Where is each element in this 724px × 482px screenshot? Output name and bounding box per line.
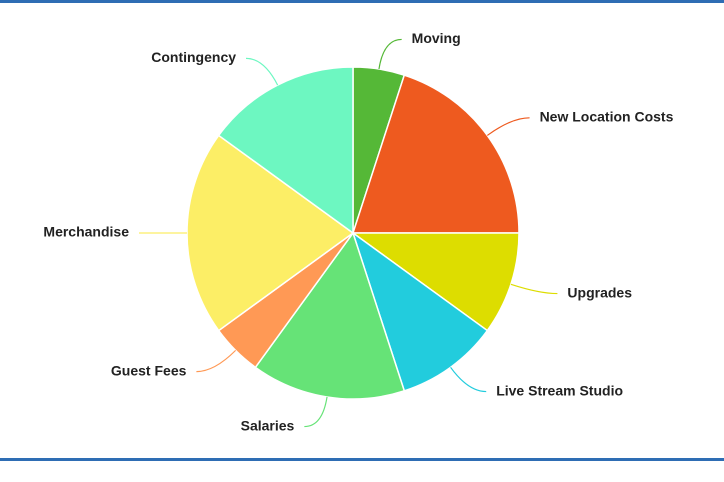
leader-line bbox=[486, 117, 530, 136]
top-border bbox=[0, 0, 724, 3]
pie-slice bbox=[186, 134, 355, 332]
leader-line bbox=[378, 38, 402, 70]
slice-label: New Location Costs bbox=[540, 108, 674, 124]
slice-label: Live Stream Studio bbox=[496, 382, 623, 398]
pie-slice bbox=[351, 231, 489, 392]
pie-slice bbox=[217, 66, 354, 235]
slice-label: Merchandise bbox=[43, 224, 129, 240]
slice-label: Upgrades bbox=[567, 284, 632, 300]
slice-label: Moving bbox=[412, 30, 461, 46]
pie-slice bbox=[350, 232, 520, 332]
leader-line bbox=[304, 396, 328, 428]
pie-slice bbox=[254, 231, 406, 400]
leader-line bbox=[450, 366, 487, 393]
slice-label: Salaries bbox=[241, 417, 295, 433]
slice-label: Contingency bbox=[151, 49, 236, 65]
leader-line bbox=[510, 283, 558, 295]
bottom-border bbox=[0, 458, 724, 461]
slice-label: Guest Fees bbox=[111, 362, 187, 378]
leader-line bbox=[196, 349, 237, 373]
leader-line bbox=[245, 57, 279, 86]
